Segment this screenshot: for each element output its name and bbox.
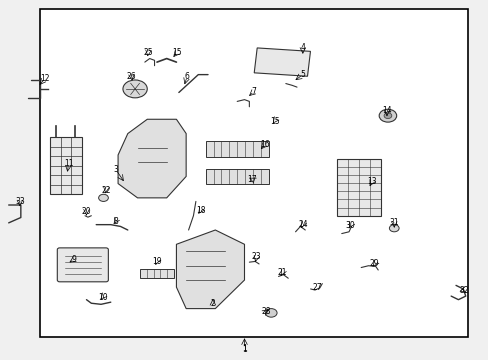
Text: 33: 33 — [15, 197, 25, 206]
Text: 32: 32 — [459, 285, 468, 294]
Text: 1: 1 — [242, 345, 246, 354]
Text: 14: 14 — [381, 106, 391, 115]
Text: 9: 9 — [72, 255, 77, 264]
Text: 16: 16 — [260, 140, 269, 149]
Text: 21: 21 — [277, 268, 286, 277]
Text: 6: 6 — [184, 72, 189, 81]
Circle shape — [383, 113, 391, 118]
Bar — [336, 158, 380, 216]
Text: 27: 27 — [312, 283, 322, 292]
Text: 18: 18 — [196, 206, 205, 215]
Text: 11: 11 — [63, 159, 73, 168]
Circle shape — [122, 80, 147, 98]
Text: 7: 7 — [251, 87, 256, 96]
Text: 3: 3 — [113, 165, 118, 174]
Text: 1: 1 — [242, 344, 246, 353]
Text: 13: 13 — [366, 177, 376, 186]
Polygon shape — [118, 119, 186, 198]
Bar — [140, 269, 174, 278]
Text: 20: 20 — [81, 207, 91, 216]
Circle shape — [99, 194, 108, 202]
FancyBboxPatch shape — [40, 9, 467, 337]
Text: 30: 30 — [345, 221, 355, 230]
Text: 8: 8 — [113, 217, 118, 226]
Text: 2: 2 — [210, 299, 215, 308]
Text: 23: 23 — [251, 252, 261, 261]
Text: 15: 15 — [172, 48, 182, 57]
Text: 15: 15 — [269, 117, 279, 126]
Text: 28: 28 — [261, 307, 270, 316]
Bar — [254, 48, 310, 76]
Text: 10: 10 — [98, 293, 107, 302]
Text: 22: 22 — [101, 185, 110, 194]
Bar — [205, 141, 268, 157]
Text: 17: 17 — [247, 175, 257, 184]
Polygon shape — [176, 230, 244, 309]
Bar — [50, 137, 81, 194]
Text: 12: 12 — [41, 74, 50, 83]
Text: 26: 26 — [126, 72, 136, 81]
Text: 5: 5 — [300, 70, 305, 79]
Text: 25: 25 — [143, 48, 153, 57]
Bar — [205, 169, 268, 184]
Text: 19: 19 — [152, 257, 162, 266]
Circle shape — [388, 225, 398, 232]
FancyBboxPatch shape — [57, 248, 108, 282]
Text: 24: 24 — [297, 220, 307, 229]
Text: 31: 31 — [388, 218, 398, 227]
Circle shape — [378, 109, 396, 122]
Circle shape — [265, 309, 277, 317]
Text: 4: 4 — [300, 43, 305, 52]
Text: 29: 29 — [369, 260, 379, 269]
